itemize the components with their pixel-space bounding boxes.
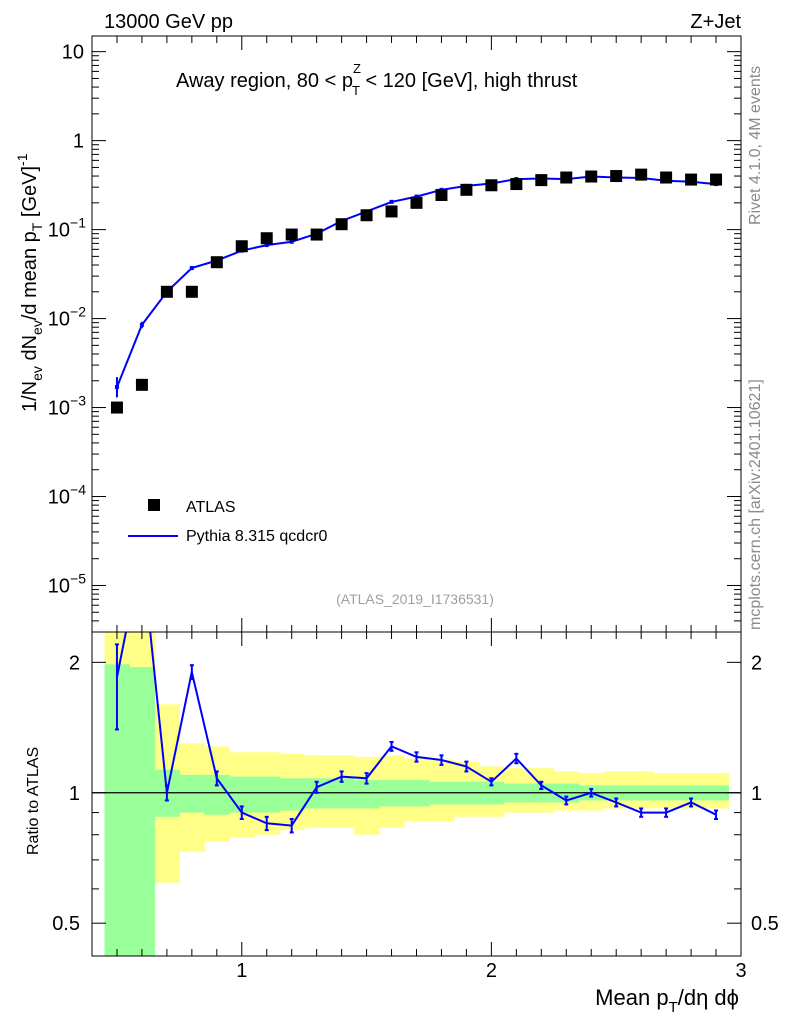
data-point bbox=[135, 378, 148, 391]
ratio-ylabel: Ratio to ATLAS bbox=[25, 747, 42, 855]
ratio-panel: 2 2 1 1 0.5 0.5 1 2 3 bbox=[52, 631, 779, 982]
ratio-ytick-label-right: 2 bbox=[751, 652, 762, 674]
ratio-xtick-label: 1 bbox=[236, 960, 247, 982]
data-point bbox=[485, 179, 498, 192]
data-point bbox=[585, 170, 598, 183]
mc-point bbox=[264, 243, 269, 248]
data-point bbox=[635, 168, 648, 181]
data-point bbox=[310, 228, 323, 241]
band-inner-bin bbox=[129, 667, 155, 956]
main-ytick-label: 10−5 bbox=[48, 570, 86, 597]
mc-point bbox=[189, 266, 194, 271]
mc-point bbox=[289, 239, 294, 244]
ratio-ytick-label: 1 bbox=[69, 783, 80, 805]
ratio-xtick-label: 3 bbox=[735, 960, 746, 982]
data-point bbox=[660, 171, 673, 184]
main-ytick-label: 10−2 bbox=[48, 304, 86, 331]
ratio-series bbox=[114, 632, 719, 834]
analysis-id: (ATLAS_2019_I1736531) bbox=[336, 591, 494, 607]
main-ytick-label: 10 bbox=[62, 42, 84, 64]
band-inner-bin bbox=[354, 780, 380, 809]
mc-point bbox=[139, 322, 144, 327]
legend-data-marker bbox=[148, 499, 160, 511]
data-point bbox=[235, 240, 248, 253]
main-ytick-label: 1 bbox=[73, 131, 84, 153]
data-point bbox=[410, 196, 423, 209]
ratio-ytick-label: 2 bbox=[69, 652, 80, 674]
main-ytick-label: 10−3 bbox=[48, 393, 86, 420]
main-ytick-label: 10−4 bbox=[48, 482, 86, 509]
subtitle-sup: Z bbox=[353, 61, 361, 76]
legend: ATLAS Pythia 8.315 qcdcr0 bbox=[128, 499, 328, 545]
data-point bbox=[535, 174, 548, 187]
header-left: 13000 GeV pp bbox=[104, 11, 233, 33]
data-point bbox=[185, 285, 198, 298]
band-inner-bin bbox=[329, 778, 355, 809]
legend-data-label: ATLAS bbox=[186, 499, 236, 516]
plot-subtitle: Away region, 80 < pZ T < 120 [GeV], high … bbox=[176, 61, 578, 98]
mc-point bbox=[414, 194, 419, 199]
ratio-ytick-label: 0.5 bbox=[52, 913, 80, 935]
mc-point bbox=[114, 385, 119, 390]
data-point bbox=[260, 232, 273, 245]
data-point bbox=[610, 170, 623, 183]
data-point bbox=[160, 285, 173, 298]
rivet-label: Rivet 4.1.0, 4M events bbox=[747, 66, 764, 225]
data-point bbox=[710, 173, 723, 186]
subtitle-pre: Away region, 80 < p bbox=[176, 70, 353, 92]
subtitle-post: < 120 [GeV], high thrust bbox=[360, 70, 578, 92]
data-point bbox=[335, 218, 348, 231]
data-point bbox=[560, 171, 573, 184]
subtitle-sub: T bbox=[352, 83, 360, 98]
ratio-ytick-label-right: 1 bbox=[751, 783, 762, 805]
band-inner-bin bbox=[179, 774, 205, 813]
ratio-xtick-label: 2 bbox=[486, 960, 497, 982]
data-point bbox=[435, 188, 448, 201]
band-inner-bin bbox=[254, 776, 280, 813]
data-point bbox=[460, 183, 473, 196]
mc-point bbox=[389, 199, 394, 204]
data-point bbox=[110, 401, 123, 414]
legend-mc-label: Pythia 8.315 qcdcr0 bbox=[186, 528, 328, 545]
ratio-ytick-label-right: 0.5 bbox=[751, 913, 779, 935]
data-point bbox=[510, 178, 523, 191]
band-inner-bin bbox=[279, 778, 305, 811]
main-ylabel: 1/Nev dNev/d mean pT [GeV]-1 bbox=[14, 153, 45, 412]
data-point bbox=[385, 205, 398, 218]
data-point bbox=[285, 228, 298, 241]
data-point bbox=[360, 209, 373, 222]
data-point bbox=[210, 256, 223, 269]
header-right: Z+Jet bbox=[690, 11, 741, 33]
main-ytick-label: 10−1 bbox=[48, 215, 86, 242]
data-point bbox=[685, 173, 698, 186]
mcplots-label: mcplots.cern.ch [arXiv:2401.10621] bbox=[747, 379, 764, 630]
